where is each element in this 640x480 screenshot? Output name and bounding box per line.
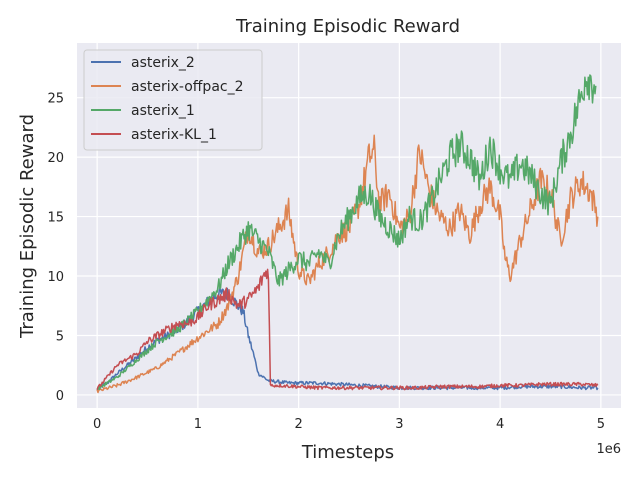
x-axis-label: Timesteps [301, 442, 394, 463]
y-tick-label: 10 [47, 270, 64, 285]
series-layer [96, 74, 599, 394]
y-axis-ticks: 0 5 10 15 20 25 [47, 92, 64, 404]
x-tick-label: 0 [93, 417, 101, 432]
y-tick-label: 0 [56, 389, 64, 404]
y-tick-label: 25 [47, 92, 64, 107]
series-line-asterix-KL_1 [96, 268, 599, 391]
x-tick-label: 2 [294, 417, 302, 432]
legend-box [83, 49, 263, 151]
series-line-asterix_1 [96, 74, 597, 391]
legend-label: asterix_1 [131, 103, 195, 119]
y-axis-label: Training Episodic Reward [17, 114, 38, 339]
y-tick-label: 15 [47, 211, 64, 226]
x-axis-ticks: 0 1 2 3 4 5 [93, 417, 605, 432]
chart-title: Training Episodic Reward [235, 16, 460, 37]
x-tick-label: 5 [597, 417, 605, 432]
legend: asterix_2 asterix-offpac_2 asterix_1asteri… [83, 49, 263, 151]
x-tick-label: 3 [395, 417, 403, 432]
x-tick-label: 4 [496, 417, 504, 432]
legend-label: asterix-offpac_2 [131, 79, 244, 95]
y-tick-label: 20 [47, 151, 64, 166]
y-tick-label: 5 [56, 329, 64, 344]
x-offset-label: 1e6 [596, 442, 621, 457]
legend-label: asterix-KL_1 [131, 127, 217, 143]
legend-label: asterix_2 [131, 55, 195, 71]
x-tick-label: 1 [194, 417, 202, 432]
